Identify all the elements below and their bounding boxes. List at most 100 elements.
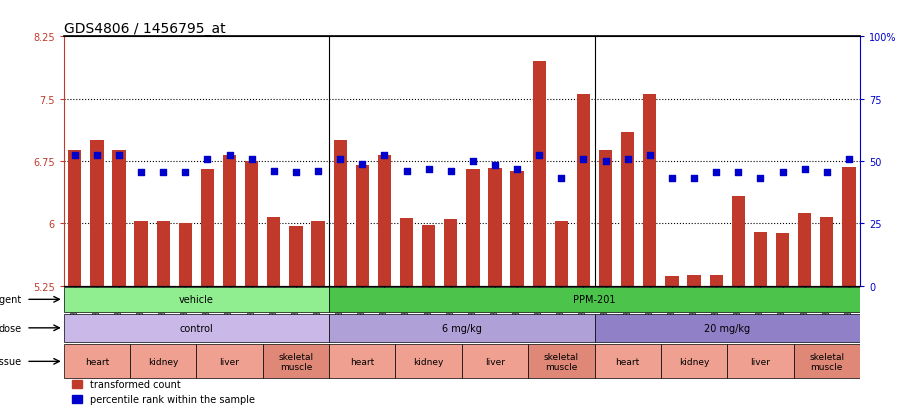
Text: skeletal
muscle: skeletal muscle bbox=[278, 352, 314, 371]
Point bbox=[333, 157, 348, 163]
Text: kidney: kidney bbox=[679, 357, 709, 366]
FancyBboxPatch shape bbox=[528, 344, 594, 378]
Bar bbox=[378, 156, 391, 286]
Legend: transformed count, percentile rank within the sample: transformed count, percentile rank withi… bbox=[68, 375, 258, 408]
Point bbox=[842, 157, 856, 163]
Bar bbox=[599, 151, 612, 286]
Bar bbox=[577, 95, 590, 286]
FancyBboxPatch shape bbox=[64, 314, 329, 342]
Point bbox=[67, 152, 82, 159]
Bar bbox=[289, 226, 302, 286]
Point bbox=[820, 169, 834, 176]
Text: 20 mg/kg: 20 mg/kg bbox=[704, 323, 751, 333]
Text: skeletal
muscle: skeletal muscle bbox=[544, 352, 579, 371]
Bar bbox=[178, 224, 192, 286]
Text: tissue: tissue bbox=[0, 356, 22, 366]
FancyBboxPatch shape bbox=[64, 344, 130, 378]
Point bbox=[532, 152, 547, 159]
Bar bbox=[732, 197, 745, 286]
Point bbox=[510, 166, 524, 173]
Point bbox=[222, 152, 237, 159]
Bar bbox=[710, 275, 723, 286]
FancyBboxPatch shape bbox=[263, 344, 329, 378]
Point bbox=[245, 156, 259, 162]
FancyBboxPatch shape bbox=[594, 314, 860, 342]
Bar bbox=[268, 217, 280, 286]
Bar bbox=[820, 217, 834, 286]
FancyBboxPatch shape bbox=[461, 344, 528, 378]
Point bbox=[753, 175, 768, 182]
Text: liver: liver bbox=[485, 357, 505, 366]
Bar bbox=[843, 167, 855, 286]
FancyBboxPatch shape bbox=[661, 344, 727, 378]
Point bbox=[709, 169, 723, 176]
Text: heart: heart bbox=[350, 357, 374, 366]
Point bbox=[267, 168, 281, 175]
Point bbox=[288, 169, 303, 176]
Bar bbox=[555, 221, 568, 286]
Bar bbox=[201, 170, 214, 286]
Point bbox=[554, 175, 569, 182]
Bar bbox=[532, 62, 546, 286]
Bar bbox=[157, 221, 170, 286]
Bar bbox=[621, 133, 634, 286]
FancyBboxPatch shape bbox=[329, 344, 396, 378]
Bar bbox=[112, 151, 126, 286]
FancyBboxPatch shape bbox=[130, 344, 197, 378]
Point bbox=[377, 152, 391, 159]
Point bbox=[598, 158, 612, 165]
FancyBboxPatch shape bbox=[794, 344, 860, 378]
Point bbox=[311, 168, 326, 175]
FancyBboxPatch shape bbox=[197, 344, 263, 378]
Text: heart: heart bbox=[85, 357, 109, 366]
Bar bbox=[798, 213, 812, 286]
Bar bbox=[422, 225, 435, 286]
Point bbox=[621, 157, 635, 163]
Bar bbox=[68, 151, 81, 286]
Text: GDS4806 / 1456795_at: GDS4806 / 1456795_at bbox=[64, 22, 226, 36]
Bar bbox=[753, 232, 767, 286]
Text: dose: dose bbox=[0, 323, 22, 333]
FancyBboxPatch shape bbox=[329, 287, 860, 312]
Text: liver: liver bbox=[751, 357, 771, 366]
Text: kidney: kidney bbox=[148, 357, 178, 366]
Text: agent: agent bbox=[0, 294, 22, 304]
Point bbox=[488, 162, 502, 169]
Point bbox=[355, 161, 369, 167]
Bar bbox=[489, 168, 501, 286]
Point bbox=[89, 152, 104, 159]
Point bbox=[775, 169, 790, 176]
Point bbox=[399, 168, 414, 175]
Point bbox=[134, 169, 148, 176]
Bar bbox=[466, 170, 480, 286]
FancyBboxPatch shape bbox=[64, 287, 329, 312]
Text: 6 mg/kg: 6 mg/kg bbox=[442, 323, 481, 333]
Point bbox=[443, 168, 458, 175]
Point bbox=[156, 169, 170, 176]
Bar bbox=[311, 221, 325, 286]
Point bbox=[178, 169, 193, 176]
Bar bbox=[90, 141, 104, 286]
Point bbox=[421, 166, 436, 173]
Text: kidney: kidney bbox=[413, 357, 444, 366]
Bar bbox=[444, 220, 458, 286]
Point bbox=[642, 152, 657, 159]
Point bbox=[466, 158, 480, 165]
Bar bbox=[687, 275, 701, 286]
Point bbox=[797, 166, 812, 173]
FancyBboxPatch shape bbox=[396, 344, 461, 378]
Point bbox=[112, 152, 126, 159]
Point bbox=[731, 169, 745, 176]
Point bbox=[200, 157, 215, 163]
Text: vehicle: vehicle bbox=[179, 294, 214, 304]
Bar bbox=[511, 171, 524, 286]
Text: PPM-201: PPM-201 bbox=[573, 294, 616, 304]
Bar bbox=[643, 95, 656, 286]
Text: heart: heart bbox=[615, 357, 640, 366]
Point bbox=[664, 175, 679, 182]
Bar bbox=[399, 218, 413, 286]
Bar bbox=[776, 234, 789, 286]
Text: skeletal
muscle: skeletal muscle bbox=[809, 352, 844, 371]
Text: control: control bbox=[179, 323, 213, 333]
Bar bbox=[223, 156, 237, 286]
